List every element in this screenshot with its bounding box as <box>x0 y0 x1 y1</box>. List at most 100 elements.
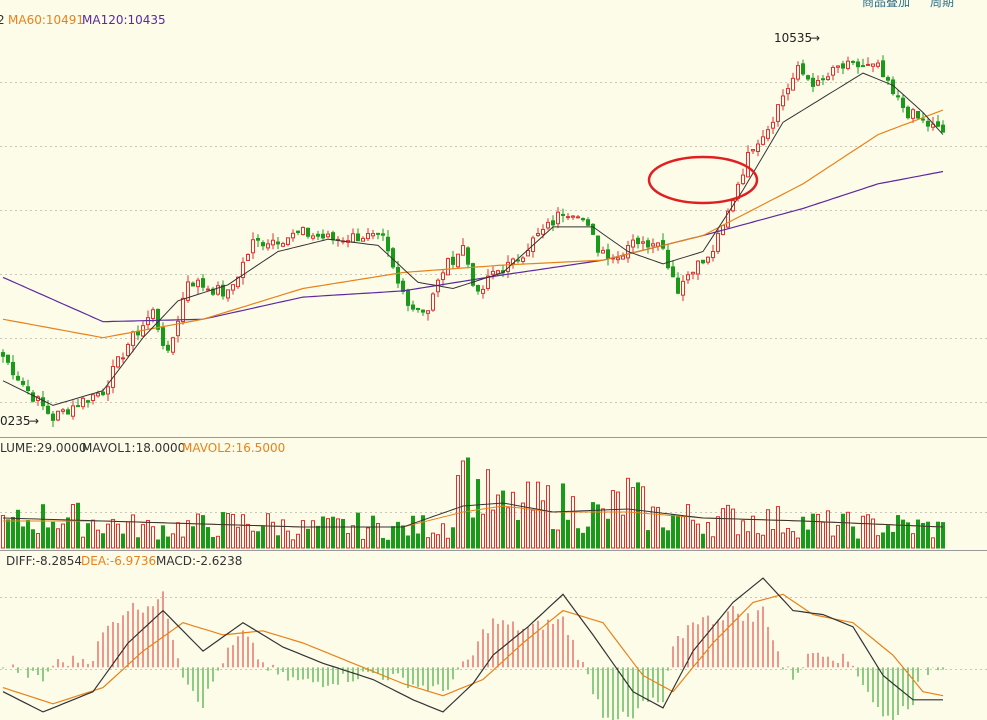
candle-body <box>911 109 915 119</box>
candle-body <box>846 60 850 69</box>
volume-bar <box>21 526 25 549</box>
volume-bar <box>11 516 15 549</box>
volume-bar <box>571 496 575 549</box>
volume-bar <box>131 514 135 549</box>
candle-body <box>106 386 110 395</box>
volume-bar <box>761 534 765 549</box>
candle-body <box>471 263 475 286</box>
volume-bar <box>496 494 500 549</box>
volume-bar <box>261 525 265 549</box>
volume-bar <box>611 490 615 549</box>
candle-body <box>196 279 200 288</box>
candle-body <box>636 237 640 245</box>
candle-body <box>791 77 795 91</box>
candle-body <box>371 233 375 237</box>
volume-bar <box>41 504 45 549</box>
candle-body <box>841 63 845 69</box>
volume-bar <box>76 502 80 549</box>
diff-label: DIFF:-8.2854 <box>6 554 82 568</box>
volume-bar <box>296 533 300 549</box>
nav-period-button[interactable]: 周期 <box>930 0 954 9</box>
candle-body <box>661 240 665 249</box>
candle-body <box>606 249 610 259</box>
candle-body <box>301 226 305 236</box>
low-annotation: 0235 <box>0 414 31 428</box>
candle-body <box>466 247 470 265</box>
volume-bar <box>916 519 920 549</box>
volume-bar <box>471 517 475 549</box>
volume-bar <box>306 528 310 549</box>
volume-bar <box>541 500 545 549</box>
volume-bar <box>726 504 730 549</box>
volume-bar <box>146 519 150 549</box>
macd-panel <box>2 577 944 720</box>
volume-bar <box>456 475 460 549</box>
candle-body <box>746 151 750 178</box>
candle-body <box>161 327 165 346</box>
volume-bar <box>361 538 365 549</box>
candle-body <box>941 124 945 133</box>
volume-bar <box>901 519 905 549</box>
candle-body <box>131 331 135 346</box>
candle-body <box>26 386 30 392</box>
volume-bar <box>371 515 375 549</box>
volume-bar <box>746 531 750 549</box>
mavol1-label: MAVOL1:18.0000 <box>82 441 185 455</box>
candle-body <box>771 121 775 129</box>
volume-bar <box>561 483 565 549</box>
volume-bar <box>301 520 305 549</box>
ma60-line <box>2 109 944 339</box>
volume-bar <box>351 525 355 549</box>
volume-bar <box>621 514 625 549</box>
candle-body <box>681 280 685 296</box>
candle-body <box>71 405 75 417</box>
candle-body <box>816 79 820 86</box>
candle-body <box>821 78 825 81</box>
candle-body <box>701 259 705 264</box>
candle-body <box>756 143 760 152</box>
candle-body <box>246 253 250 261</box>
volume-bar <box>466 457 470 549</box>
candle-body <box>551 220 555 226</box>
volume-bar <box>701 533 705 549</box>
volume-bar <box>431 532 435 549</box>
candle-body <box>16 375 20 381</box>
candle-body <box>171 337 175 353</box>
candle-body <box>291 232 295 239</box>
volume-bar <box>891 531 895 549</box>
volume-bar <box>176 522 180 549</box>
high-arrow: → <box>810 31 820 45</box>
volume-bar <box>211 536 215 549</box>
volume-bar <box>596 504 600 549</box>
volume-bar <box>61 523 65 549</box>
candle-body <box>271 239 275 246</box>
dea-line <box>2 593 944 705</box>
volume-bar <box>481 513 485 549</box>
volume-bar <box>936 521 940 549</box>
volume-bar <box>221 512 225 549</box>
volume-bar <box>116 523 120 549</box>
candle-body <box>571 215 575 218</box>
candle-body <box>781 95 785 107</box>
volume-bar <box>151 526 155 549</box>
candle-body <box>421 309 425 313</box>
candle-body <box>666 249 670 269</box>
macd-label: MACD:-2.6238 <box>156 554 242 568</box>
volume-bar <box>241 514 245 549</box>
volume-bar <box>721 508 725 549</box>
volume-bar <box>196 513 200 549</box>
volume-bar <box>826 510 830 549</box>
candle-body <box>276 241 280 245</box>
volume-bar <box>56 528 60 549</box>
volume-bar <box>171 533 175 549</box>
volume-bar <box>781 532 785 549</box>
candle-body <box>716 233 720 252</box>
candle-body <box>76 405 80 408</box>
volume-label: LUME:29.0000 <box>0 441 86 455</box>
candle-body <box>261 242 265 247</box>
volume-bar <box>66 517 70 549</box>
candle-body <box>876 62 880 67</box>
nav-overlay-button[interactable]: 商品叠加 <box>862 0 910 9</box>
volume-bar <box>191 526 195 549</box>
candle-body <box>356 233 360 242</box>
